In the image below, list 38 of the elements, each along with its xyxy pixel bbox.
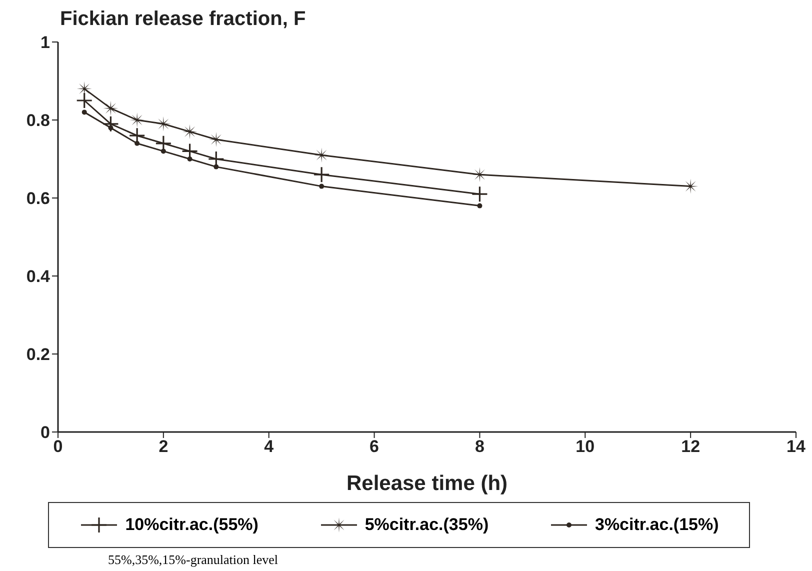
point bbox=[187, 156, 192, 162]
legend-label: 5%citr.ac.(35%) bbox=[364, 515, 489, 535]
y-tick-label: 0.2 bbox=[26, 345, 50, 364]
point bbox=[472, 167, 488, 182]
y-tick-label: 1 bbox=[40, 33, 50, 52]
x-tick-label: 4 bbox=[264, 437, 274, 456]
x-tick-label: 2 bbox=[158, 437, 168, 456]
x-tick-label: 12 bbox=[681, 437, 700, 456]
point bbox=[103, 100, 118, 116]
y-tick-label: 0.8 bbox=[26, 111, 50, 130]
x-axis-title: Release time (h) bbox=[346, 472, 508, 495]
point bbox=[160, 148, 166, 154]
x-tick-label: 0 bbox=[53, 437, 63, 456]
point bbox=[130, 112, 145, 128]
point bbox=[108, 125, 114, 130]
point bbox=[134, 140, 140, 146]
point bbox=[319, 184, 324, 189]
y-axis-title: Fickian release fraction, F bbox=[60, 8, 306, 31]
y-tick-label: 0.6 bbox=[26, 189, 50, 208]
text: 55%,35%,15%-granulation level bbox=[108, 552, 280, 568]
point bbox=[314, 148, 330, 163]
y-tick-label: 0 bbox=[40, 423, 50, 442]
point bbox=[82, 110, 87, 115]
x-tick-label: 14 bbox=[786, 437, 806, 456]
point bbox=[477, 203, 482, 208]
legend-label: 3%citr.ac.(15%) bbox=[594, 515, 719, 535]
point bbox=[208, 152, 224, 166]
x-tick-label: 10 bbox=[576, 437, 595, 456]
point bbox=[314, 167, 330, 182]
x-tick-label: 6 bbox=[370, 437, 380, 456]
point bbox=[182, 124, 198, 140]
x-tick-label: 8 bbox=[474, 437, 484, 456]
point bbox=[472, 186, 488, 202]
point bbox=[76, 93, 92, 108]
point bbox=[156, 116, 171, 132]
point bbox=[214, 164, 219, 170]
legend-label: 10%citr.ac.(55%) bbox=[125, 515, 258, 535]
y-tick-label: 0.4 bbox=[26, 267, 51, 286]
